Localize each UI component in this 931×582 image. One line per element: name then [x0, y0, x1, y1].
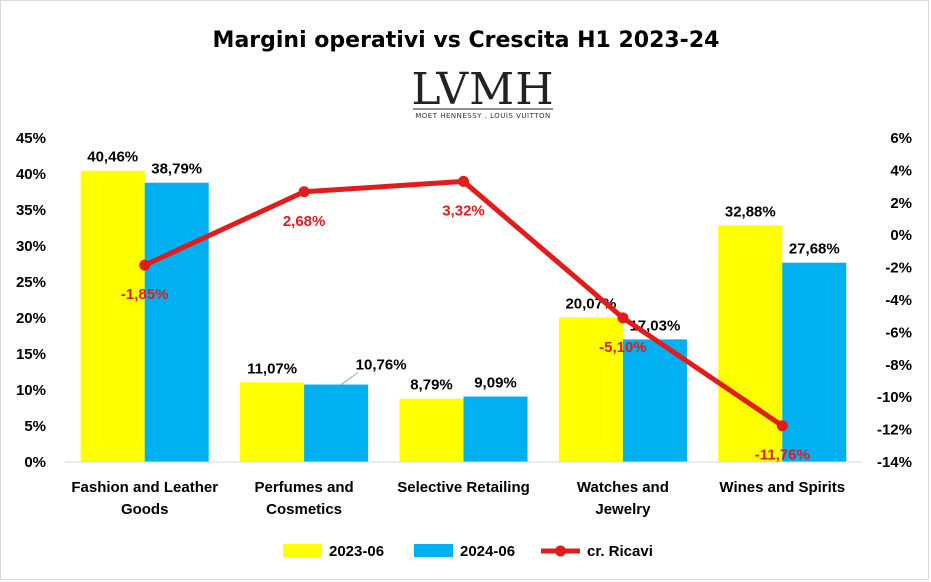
bar-value-label: 10,76%	[356, 357, 407, 374]
left-tick-label: 0%	[24, 454, 46, 471]
line-point	[139, 259, 151, 271]
left-tick-label: 5%	[24, 418, 46, 435]
line-value-label: -1,85%	[121, 286, 169, 303]
bar-2024-06	[304, 384, 369, 462]
right-tick-label: -8%	[885, 357, 912, 374]
bar-2024-06	[463, 396, 528, 462]
right-tick-label: -12%	[877, 422, 912, 439]
left-tick-label: 25%	[16, 274, 46, 291]
bar-value-label: 9,09%	[474, 375, 517, 392]
line-point	[776, 420, 788, 432]
category-label: Selective Retailing	[397, 479, 530, 496]
left-tick-label: 20%	[16, 310, 46, 327]
category-label: Watches and Jewelry	[577, 479, 669, 518]
bar-2023-06	[718, 225, 783, 462]
category-label: Perfumes and Cosmetics	[254, 479, 353, 518]
bar-2023-06	[558, 317, 623, 462]
right-tick-label: 0%	[890, 227, 912, 244]
left-tick-label: 30%	[16, 238, 46, 255]
bar-2024-06	[622, 339, 687, 462]
right-axis: -14% -12% -10% -8% -6% -4% -2% 0% 2% 4% 6%	[877, 130, 912, 471]
bar-value-label: 40,46%	[87, 149, 138, 166]
legend-label: 2024-06	[460, 543, 515, 560]
bar-value-label: 32,88%	[725, 203, 776, 220]
line-point	[617, 312, 629, 324]
left-tick-label: 40%	[16, 166, 46, 183]
right-tick-label: -6%	[885, 324, 912, 341]
right-tick-label: 6%	[890, 130, 912, 147]
right-tick-label: 4%	[890, 162, 912, 179]
right-tick-label: -10%	[877, 389, 912, 406]
legend-label: cr. Ricavi	[587, 543, 653, 560]
bar-2023-06	[80, 170, 145, 463]
left-tick-label: 15%	[16, 346, 46, 363]
line-series: -1,85% 2,68% 3,32% -5,10% -11,76%	[121, 175, 810, 464]
line-value-label: -11,76%	[755, 447, 810, 464]
bar-value-label: 27,68%	[789, 241, 840, 258]
bars	[80, 170, 847, 463]
bar-2024-06	[144, 182, 209, 462]
bar-2023-06	[399, 398, 464, 462]
legend-swatch	[283, 544, 322, 557]
left-tick-label: 10%	[16, 382, 46, 399]
line-value-label: -5,10%	[599, 339, 647, 356]
right-tick-label: -2%	[885, 260, 912, 277]
bar-value-label: 38,79%	[151, 161, 202, 178]
legend-label: 2023-06	[329, 543, 384, 560]
bar-value-label: 8,79%	[410, 377, 453, 394]
left-tick-label: 45%	[16, 130, 46, 147]
legend-marker	[555, 545, 566, 557]
left-tick-label: 35%	[16, 202, 46, 219]
category-label: Wines and Spirits	[719, 479, 845, 496]
lvmh-logo: LVMH MOET HENNESSY . LOUIS VUITTON	[411, 64, 554, 120]
legend-swatch	[414, 544, 453, 557]
line-value-label: 3,32%	[442, 202, 485, 219]
bar-value-label: 11,07%	[247, 360, 297, 377]
right-tick-label: 2%	[890, 195, 912, 212]
logo-subtext: MOET HENNESSY . LOUIS VUITTON	[415, 112, 551, 120]
bar-labels: 40,46%38,79%11,07% 10,76%8,79% 9,09%20,07%…	[87, 149, 839, 394]
line-point	[298, 186, 310, 198]
line-value-label: 2,68%	[283, 213, 326, 230]
right-tick-label: -14%	[877, 454, 912, 471]
category-label: Fashion and Leather Goods	[71, 479, 218, 518]
label-leader-line	[340, 372, 359, 385]
line-point	[458, 175, 469, 187]
left-axis: 0% 5% 10% 15% 20% 25% 30% 35% 40% 45%	[16, 130, 46, 471]
logo-text: LVMH	[411, 64, 554, 115]
category-labels: Fashion and Leather Goods Perfumes and Cosm…	[71, 479, 845, 518]
legend: 2023-06 2024-06 cr. Ricavi	[283, 543, 653, 560]
bar-2024-06	[782, 262, 847, 462]
bar-2023-06	[240, 382, 305, 462]
right-tick-label: -4%	[885, 292, 912, 309]
chart-title: Margini operativi vs Crescita H1 2023-24	[213, 28, 720, 53]
